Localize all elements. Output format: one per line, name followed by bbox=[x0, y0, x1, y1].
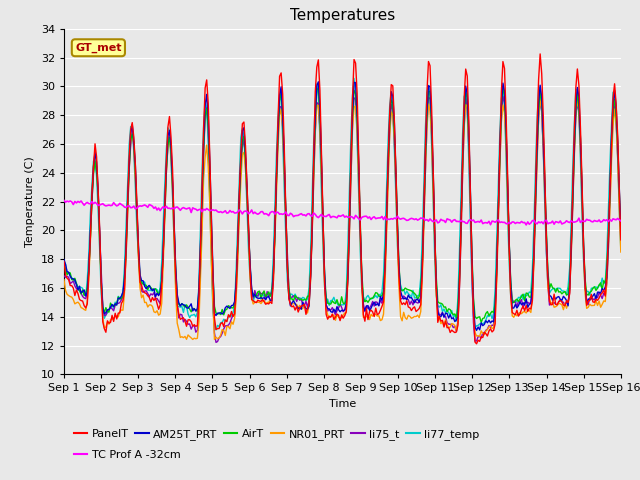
NR01_PRT bbox=[129, 130, 136, 136]
TC Prof A -32cm bbox=[303, 211, 311, 217]
li75_t bbox=[129, 128, 136, 133]
li77_temp bbox=[305, 285, 313, 291]
NR01_PRT bbox=[211, 336, 218, 342]
li77_temp bbox=[617, 247, 625, 252]
NR01_PRT bbox=[589, 302, 596, 308]
li77_temp bbox=[255, 290, 263, 296]
li75_t bbox=[617, 240, 625, 245]
NR01_PRT bbox=[536, 97, 544, 103]
li77_temp bbox=[246, 276, 254, 282]
Line: PanelT: PanelT bbox=[64, 54, 621, 344]
AM25T_PRT bbox=[473, 327, 481, 333]
PanelT bbox=[536, 51, 544, 57]
AM25T_PRT bbox=[314, 79, 322, 84]
PanelT bbox=[589, 299, 596, 305]
PanelT bbox=[244, 223, 252, 228]
NR01_PRT bbox=[617, 249, 625, 255]
li75_t bbox=[212, 339, 220, 345]
AM25T_PRT bbox=[303, 306, 311, 312]
li77_temp bbox=[129, 125, 136, 131]
Line: li75_t: li75_t bbox=[64, 96, 621, 342]
NR01_PRT bbox=[255, 300, 263, 305]
AirT bbox=[477, 319, 485, 325]
AirT bbox=[303, 293, 311, 299]
PanelT bbox=[254, 297, 262, 303]
PanelT bbox=[303, 305, 311, 311]
li75_t bbox=[228, 316, 236, 322]
AirT bbox=[617, 229, 625, 235]
li75_t bbox=[305, 298, 313, 303]
TC Prof A -32cm bbox=[244, 211, 252, 216]
AirT bbox=[60, 264, 68, 270]
AirT bbox=[254, 289, 262, 295]
Line: li77_temp: li77_temp bbox=[64, 78, 621, 330]
PanelT bbox=[226, 314, 234, 320]
li75_t bbox=[255, 289, 263, 295]
AM25T_PRT bbox=[226, 306, 234, 312]
PanelT bbox=[60, 259, 68, 264]
AirT bbox=[244, 226, 252, 232]
li75_t bbox=[246, 265, 254, 271]
AirT bbox=[589, 286, 596, 291]
AM25T_PRT bbox=[617, 228, 625, 234]
TC Prof A -32cm bbox=[226, 208, 234, 214]
X-axis label: Time: Time bbox=[329, 399, 356, 409]
PanelT bbox=[617, 237, 625, 243]
li77_temp bbox=[212, 327, 220, 333]
Line: NR01_PRT: NR01_PRT bbox=[64, 100, 621, 339]
AirT bbox=[129, 131, 136, 137]
Text: GT_met: GT_met bbox=[75, 43, 122, 53]
li77_temp bbox=[589, 285, 596, 291]
li77_temp bbox=[228, 313, 236, 319]
PanelT bbox=[129, 120, 136, 125]
AM25T_PRT bbox=[589, 293, 596, 299]
li75_t bbox=[589, 296, 596, 302]
AM25T_PRT bbox=[60, 257, 68, 263]
Legend: TC Prof A -32cm: TC Prof A -32cm bbox=[70, 445, 185, 465]
TC Prof A -32cm bbox=[617, 218, 625, 224]
AirT bbox=[226, 304, 234, 310]
Line: AM25T_PRT: AM25T_PRT bbox=[64, 82, 621, 330]
PanelT bbox=[473, 341, 481, 347]
Line: TC Prof A -32cm: TC Prof A -32cm bbox=[64, 201, 621, 225]
li77_temp bbox=[350, 75, 358, 81]
NR01_PRT bbox=[228, 319, 236, 324]
AM25T_PRT bbox=[129, 122, 136, 128]
TC Prof A -32cm bbox=[129, 204, 136, 210]
li75_t bbox=[60, 273, 68, 279]
li77_temp bbox=[60, 259, 68, 264]
NR01_PRT bbox=[60, 277, 68, 283]
Y-axis label: Temperature (C): Temperature (C) bbox=[25, 156, 35, 247]
NR01_PRT bbox=[246, 275, 254, 280]
AM25T_PRT bbox=[254, 295, 262, 301]
TC Prof A -32cm bbox=[588, 218, 595, 224]
NR01_PRT bbox=[305, 302, 313, 308]
AirT bbox=[314, 85, 322, 91]
TC Prof A -32cm bbox=[60, 198, 68, 204]
Title: Temperatures: Temperatures bbox=[290, 9, 395, 24]
Line: AirT: AirT bbox=[64, 88, 621, 322]
TC Prof A -32cm bbox=[254, 211, 262, 217]
AM25T_PRT bbox=[244, 228, 252, 234]
TC Prof A -32cm bbox=[522, 222, 530, 228]
li75_t bbox=[499, 94, 507, 99]
